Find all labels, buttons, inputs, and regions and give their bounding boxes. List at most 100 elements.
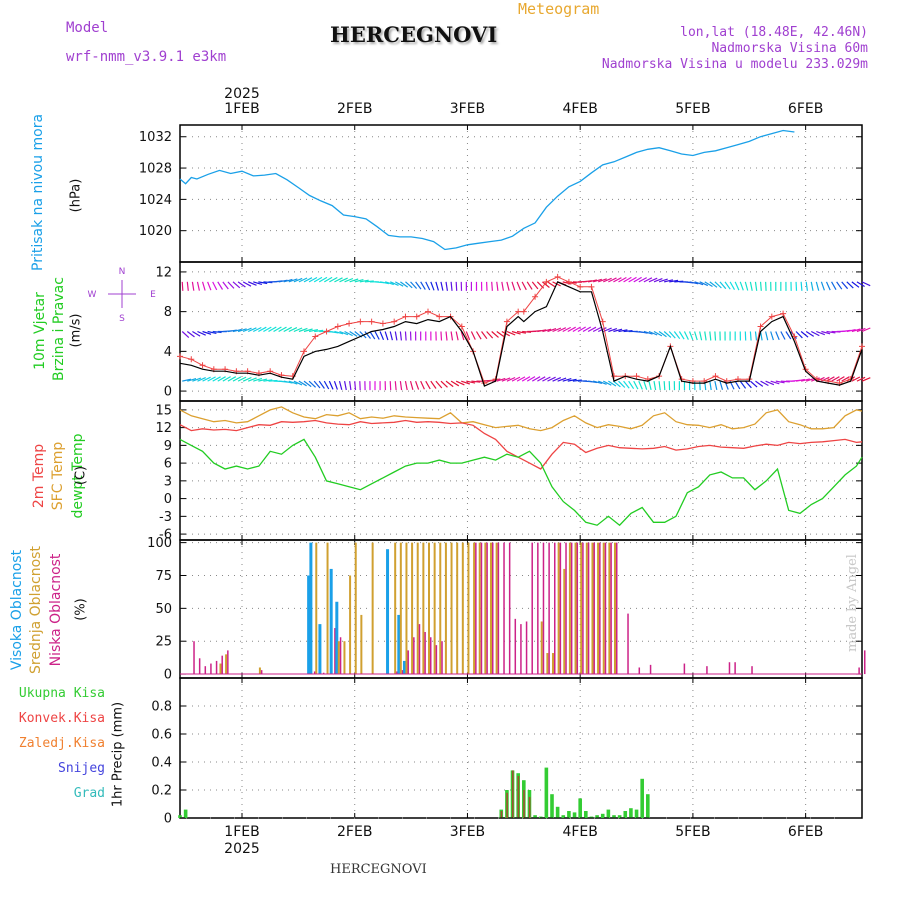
cloud-mid-bar bbox=[467, 542, 470, 675]
wind-barb bbox=[227, 376, 237, 382]
cloud-mid-bar bbox=[478, 542, 481, 675]
wind-barb bbox=[522, 330, 532, 333]
wind-barb bbox=[714, 381, 718, 391]
cloud-high-bar bbox=[386, 549, 390, 675]
wind-barb bbox=[440, 380, 448, 388]
wind-barb bbox=[846, 281, 854, 289]
wind-barb bbox=[638, 380, 643, 390]
wind-barb bbox=[658, 331, 667, 338]
precip-total-bar bbox=[538, 816, 543, 818]
precip-total-bar bbox=[561, 815, 566, 818]
wind-barb bbox=[247, 281, 257, 286]
wind-barb bbox=[526, 281, 533, 290]
wind-barb bbox=[516, 376, 526, 382]
cloud-low-bar bbox=[198, 658, 201, 675]
wind-barb bbox=[364, 331, 371, 339]
compass-n: N bbox=[119, 267, 126, 277]
cloud-low-bar bbox=[559, 542, 562, 675]
y-tick-label: 15 bbox=[155, 403, 172, 418]
wind-barb bbox=[582, 326, 592, 333]
dewpt-line bbox=[179, 438, 863, 527]
wind-barb bbox=[359, 279, 369, 283]
wind-barb bbox=[755, 380, 764, 387]
wind-barb bbox=[334, 277, 343, 283]
cloud-high-bar bbox=[309, 542, 313, 675]
wind-barb bbox=[430, 380, 437, 389]
cloud-high-bar bbox=[329, 568, 333, 675]
wind-barb bbox=[344, 277, 354, 283]
wind-barb bbox=[704, 281, 713, 288]
wind-barb bbox=[688, 331, 694, 341]
wind-barb bbox=[780, 380, 790, 383]
wind-barb bbox=[328, 380, 334, 390]
bottom-day-label: 3FEB bbox=[450, 824, 485, 840]
wind-barb bbox=[547, 281, 556, 288]
wind-barb bbox=[237, 281, 246, 288]
wind-barb bbox=[810, 281, 814, 291]
wind-barb bbox=[465, 331, 471, 341]
wind-barb bbox=[694, 331, 698, 341]
wind-barb bbox=[506, 330, 516, 336]
wind-barb bbox=[719, 281, 727, 290]
precip-conv-bar bbox=[506, 792, 508, 818]
wind-barb bbox=[313, 380, 321, 389]
cloud-low-bar bbox=[480, 542, 483, 675]
wind-barb bbox=[714, 331, 717, 341]
y-tick-label: 9 bbox=[164, 439, 172, 454]
wind-barb bbox=[825, 281, 831, 291]
wind-barb bbox=[278, 326, 287, 333]
cloud-mid-bar bbox=[399, 542, 402, 675]
cloud-low-bar bbox=[537, 542, 539, 675]
cloud-low-bar bbox=[508, 542, 511, 675]
wind-barb bbox=[415, 380, 420, 390]
wind-barb bbox=[217, 281, 224, 290]
wind-barb bbox=[496, 281, 499, 291]
legend-total-rain: Ukupna Kisa bbox=[18, 686, 105, 701]
cloud-low-bar bbox=[548, 542, 550, 675]
cloud-mid-bar bbox=[422, 542, 425, 675]
bottom-day-label: 5FEB bbox=[675, 824, 710, 840]
wind-barb bbox=[395, 281, 404, 287]
wind-barb bbox=[709, 281, 718, 288]
wind-barb bbox=[592, 326, 602, 333]
cloud-low-bar bbox=[610, 542, 612, 675]
wind-barb bbox=[237, 376, 247, 382]
wind-barb bbox=[775, 331, 780, 341]
wind-barb bbox=[699, 381, 701, 391]
cloud-low-bar bbox=[514, 618, 517, 675]
top-day-label: 6FEB bbox=[788, 101, 823, 117]
y-tick-label: 0 bbox=[164, 668, 172, 683]
wind-barb bbox=[394, 331, 398, 341]
y-tick-label: 12 bbox=[155, 421, 172, 436]
wind-barb bbox=[699, 331, 703, 341]
wind-barb bbox=[338, 380, 343, 390]
wind-barb bbox=[673, 331, 681, 340]
wind-barb bbox=[293, 277, 303, 283]
wind-barb bbox=[288, 380, 298, 385]
meteogram-subtitle: Meteogram bbox=[518, 0, 600, 18]
wind-barb bbox=[308, 276, 318, 283]
cloud-low-bar bbox=[497, 542, 500, 675]
wind-barb bbox=[197, 330, 206, 336]
y-tick-label: 25 bbox=[155, 635, 172, 650]
wind-barb bbox=[521, 376, 531, 382]
wind-barb bbox=[709, 381, 712, 391]
wind-barb bbox=[724, 281, 731, 290]
wind-barb bbox=[826, 330, 836, 334]
cloud-mid-bar bbox=[343, 641, 346, 675]
top-day-label: 5FEB bbox=[675, 101, 710, 117]
precip-total-bar bbox=[612, 815, 616, 818]
legend-frozen-rain: Zaledj.Kisa bbox=[18, 736, 105, 751]
cloud-low-bar bbox=[430, 637, 432, 675]
y-tick-label: 8 bbox=[164, 305, 172, 320]
cloud-low-bar bbox=[475, 542, 477, 675]
wind-barb bbox=[795, 331, 803, 339]
wind-barb bbox=[653, 278, 663, 283]
wind-barb bbox=[856, 376, 866, 382]
wind-barb bbox=[303, 380, 312, 388]
wind-barb bbox=[805, 281, 808, 291]
wind-barb bbox=[760, 380, 769, 387]
wind-barb bbox=[399, 331, 402, 341]
wind-barb bbox=[851, 328, 861, 333]
wind-barb bbox=[669, 279, 679, 283]
